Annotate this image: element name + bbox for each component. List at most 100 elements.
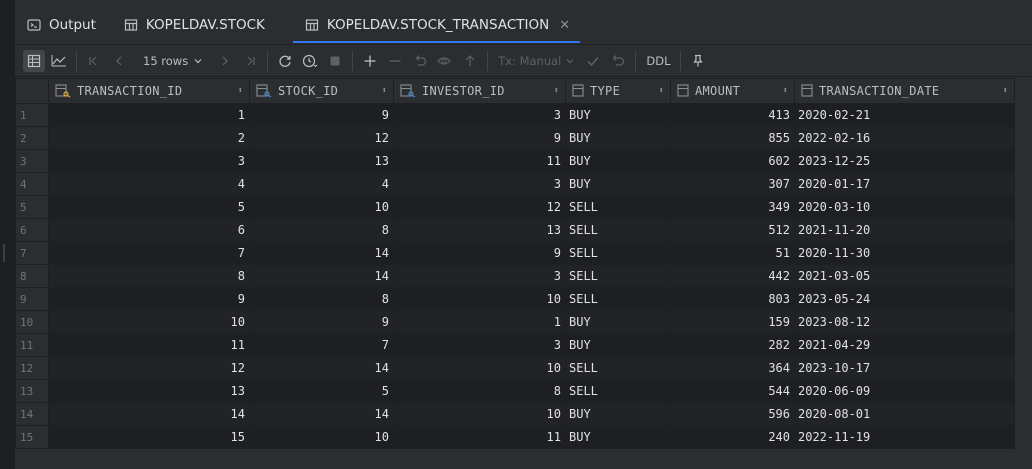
stop-button[interactable] [324,50,346,72]
cell-investor-id[interactable]: 3 [393,172,566,196]
sort-icon[interactable]: ⬍ [782,86,788,96]
cell-investor-id[interactable]: 8 [393,379,566,403]
cell-amount[interactable]: 282 [670,333,795,357]
tab-output[interactable]: Output [15,8,106,42]
cell-type[interactable]: BUY [565,172,671,196]
table-row[interactable]: 8 8 14 3 SELL 442 2021-03-05 [15,264,1015,288]
table-row[interactable]: 6 6 8 13 SELL 512 2021-11-20 [15,218,1015,242]
first-page-button[interactable] [83,50,105,72]
cell-transaction-id[interactable]: 8 [48,264,250,288]
cell-investor-id[interactable]: 12 [393,195,566,219]
cell-investor-id[interactable]: 10 [393,402,566,426]
cell-type[interactable]: BUY [565,402,671,426]
chart-view-button[interactable] [48,50,70,72]
cell-type[interactable]: BUY [565,310,671,334]
cell-investor-id[interactable]: 3 [393,103,566,127]
page-size-dropdown[interactable]: 15 rows [139,50,207,72]
cell-stock-id[interactable]: 4 [249,172,394,196]
table-row[interactable]: 1 1 9 3 BUY 413 2020-02-21 [15,103,1015,127]
cell-stock-id[interactable]: 13 [249,149,394,173]
table-row[interactable]: 7 7 14 9 SELL 51 2020-11-30 [15,241,1015,265]
cell-type[interactable]: BUY [565,333,671,357]
submit-button[interactable] [459,50,481,72]
cell-investor-id[interactable]: 11 [393,149,566,173]
cell-amount[interactable]: 602 [670,149,795,173]
sort-icon[interactable]: ⬍ [1002,86,1008,96]
cell-type[interactable]: BUY [565,126,671,150]
cell-transaction-id[interactable]: 9 [48,287,250,311]
cell-amount[interactable]: 364 [670,356,795,380]
close-icon[interactable]: ✕ [559,17,571,33]
cell-stock-id[interactable]: 8 [249,218,394,242]
cell-transaction-id[interactable]: 13 [48,379,250,403]
cell-transaction-id[interactable]: 14 [48,402,250,426]
revert-button[interactable] [409,50,431,72]
table-row[interactable]: 12 12 14 10 SELL 364 2023-10-17 [15,356,1015,380]
cell-amount[interactable]: 544 [670,379,795,403]
cell-stock-id[interactable]: 14 [249,356,394,380]
table-view-button[interactable] [23,49,45,72]
sort-icon[interactable]: ⬍ [237,86,243,96]
tab-kopeldav-stock[interactable]: KOPELDAV.STOCK [112,8,275,42]
cell-investor-id[interactable]: 11 [393,425,566,449]
column-header[interactable]: STOCK_ID ⬍ [249,78,394,104]
cell-transaction-id[interactable]: 2 [48,126,250,150]
cell-amount[interactable]: 855 [670,126,795,150]
cell-transaction-date[interactable]: 2020-06-09 [794,379,1015,403]
cell-type[interactable]: SELL [565,379,671,403]
cell-investor-id[interactable]: 1 [393,310,566,334]
cell-amount[interactable]: 349 [670,195,795,219]
rollback-button[interactable] [607,50,629,72]
cell-investor-id[interactable]: 13 [393,218,566,242]
cell-transaction-date[interactable]: 2021-04-29 [794,333,1015,357]
auto-refresh-button[interactable] [299,50,321,72]
cell-transaction-id[interactable]: 6 [48,218,250,242]
table-row[interactable]: 13 13 5 8 SELL 544 2020-06-09 [15,379,1015,403]
cell-transaction-id[interactable]: 11 [48,333,250,357]
cell-amount[interactable]: 512 [670,218,795,242]
table-row[interactable]: 15 15 10 11 BUY 240 2022-11-19 [15,425,1015,449]
table-row[interactable]: 2 2 12 9 BUY 855 2022-02-16 [15,126,1015,150]
cell-transaction-date[interactable]: 2020-03-10 [794,195,1015,219]
cell-transaction-id[interactable]: 15 [48,425,250,449]
cell-stock-id[interactable]: 8 [249,287,394,311]
cell-transaction-id[interactable]: 3 [48,149,250,173]
cell-transaction-date[interactable]: 2020-11-30 [794,241,1015,265]
cell-stock-id[interactable]: 10 [249,425,394,449]
column-header[interactable]: AMOUNT ⬍ [670,78,795,104]
cell-stock-id[interactable]: 14 [249,241,394,265]
table-row[interactable]: 3 3 13 11 BUY 602 2023-12-25 [15,149,1015,173]
cell-type[interactable]: BUY [565,425,671,449]
column-header[interactable]: TRANSACTION_ID ⬍ [48,78,250,104]
column-header[interactable]: INVESTOR_ID ⬍ [393,78,566,104]
cell-transaction-date[interactable]: 2021-11-20 [794,218,1015,242]
add-row-button[interactable] [359,50,381,72]
cell-investor-id[interactable]: 3 [393,333,566,357]
cell-amount[interactable]: 413 [670,103,795,127]
cell-stock-id[interactable]: 9 [249,103,394,127]
cell-transaction-date[interactable]: 2022-11-19 [794,425,1015,449]
cell-transaction-date[interactable]: 2020-08-01 [794,402,1015,426]
cell-stock-id[interactable]: 9 [249,310,394,334]
commit-button[interactable] [582,50,604,72]
cell-stock-id[interactable]: 5 [249,379,394,403]
cell-transaction-date[interactable]: 2023-05-24 [794,287,1015,311]
cell-transaction-date[interactable]: 2022-02-16 [794,126,1015,150]
cell-investor-id[interactable]: 3 [393,264,566,288]
cell-stock-id[interactable]: 12 [249,126,394,150]
table-row[interactable]: 11 11 7 3 BUY 282 2021-04-29 [15,333,1015,357]
sort-icon[interactable]: ⬍ [658,86,664,96]
cell-amount[interactable]: 442 [670,264,795,288]
previous-page-button[interactable] [108,50,130,72]
cell-stock-id[interactable]: 10 [249,195,394,219]
refresh-button[interactable] [274,50,296,72]
delete-row-button[interactable] [384,50,406,72]
cell-transaction-date[interactable]: 2023-08-12 [794,310,1015,334]
cell-transaction-id[interactable]: 1 [48,103,250,127]
sort-icon[interactable]: ⬍ [553,86,559,96]
tab-kopeldav-stock-transaction[interactable]: KOPELDAV.STOCK_TRANSACTION ✕ [292,8,581,43]
cell-transaction-date[interactable]: 2023-12-25 [794,149,1015,173]
cell-type[interactable]: SELL [565,287,671,311]
cell-type[interactable]: SELL [565,195,671,219]
pin-button[interactable] [687,50,709,72]
